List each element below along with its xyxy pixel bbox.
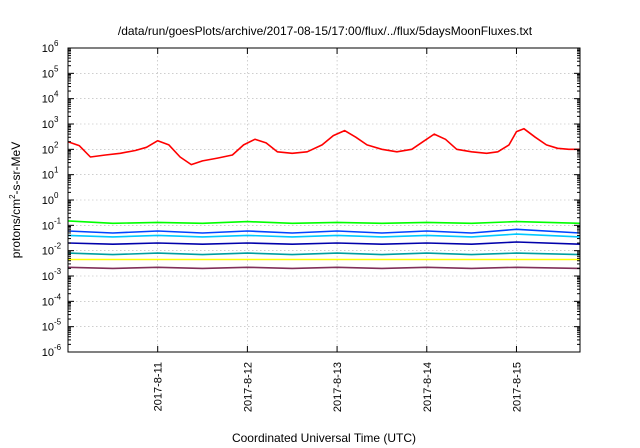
y-tick-label: 10-6	[42, 343, 62, 359]
grid	[68, 48, 580, 352]
y-tick-label: 10-1	[42, 216, 62, 232]
y-tick-exponent: 4	[54, 90, 59, 99]
y-tick-exponent: -3	[54, 267, 62, 276]
y-tick-base: 10	[42, 144, 54, 156]
series-line-4	[67, 228, 581, 234]
y-tick-exponent: 0	[54, 191, 59, 200]
y-tick-base: 10	[42, 94, 54, 106]
x-axis-title: Coordinated Universal Time (UTC)	[232, 431, 416, 445]
y-tick-base: 10	[42, 43, 54, 55]
tick-layer	[68, 47, 580, 353]
y-tick-base: 10	[42, 296, 54, 308]
y-tick-base: 10	[42, 119, 54, 131]
y-tick-base: 10	[42, 322, 54, 334]
series-line-2	[67, 220, 581, 225]
y-tick-exponent: 3	[54, 115, 59, 124]
y-tick-base: 10	[42, 347, 54, 359]
y-tick-exponent: -1	[54, 216, 62, 225]
y-tick-label: 102	[42, 140, 59, 156]
y-tick-exponent: 5	[54, 64, 59, 73]
y-tick-labels: 10-610-510-410-310-210-11001011021031041…	[42, 39, 62, 359]
y-tick-base: 10	[42, 220, 54, 232]
y-tick-exponent: 1	[54, 166, 59, 175]
y-tick-exponent: -5	[54, 318, 62, 327]
y-tick-label: 101	[42, 166, 59, 182]
x-tick-label: 2017-8-15	[511, 362, 523, 412]
series-line-8	[67, 266, 581, 270]
x-tick-label: 2017-8-11	[153, 362, 165, 411]
y-tick-label: 10-4	[42, 292, 62, 308]
y-axis-title-main: protons/cm	[9, 199, 23, 258]
y-tick-label: 106	[42, 39, 59, 55]
series-line-3	[67, 233, 581, 238]
y-tick-base: 10	[42, 246, 54, 258]
x-tick-label: 2017-8-12	[242, 362, 254, 412]
y-tick-label: 10-3	[42, 267, 62, 283]
y-tick-label: 104	[42, 90, 59, 106]
series-line-6	[67, 252, 581, 256]
series-line-1	[67, 127, 580, 166]
y-tick-base: 10	[42, 271, 54, 283]
y-tick-label: 103	[42, 115, 59, 131]
y-tick-label: 105	[42, 64, 59, 80]
x-tick-label: 2017-8-13	[332, 362, 344, 412]
y-tick-exponent: 2	[54, 140, 59, 149]
series-line-5	[67, 241, 581, 245]
y-axis-title-sup: 2	[8, 194, 17, 199]
y-tick-base: 10	[42, 68, 54, 80]
x-tick-label: 2017-8-14	[422, 362, 434, 412]
y-tick-label: 100	[42, 191, 59, 207]
y-tick-base: 10	[42, 195, 54, 207]
series-layer	[67, 127, 581, 270]
y-tick-base: 10	[42, 170, 54, 182]
chart-title: /data/run/goesPlots/archive/2017-08-15/1…	[118, 24, 533, 38]
x-tick-labels: 2017-8-11 2017-8-12 2017-8-13 2017-8-14 2017…	[153, 362, 524, 412]
y-tick-label: 10-2	[42, 242, 62, 258]
y-tick-exponent: 6	[54, 39, 59, 48]
y-tick-label: 10-5	[42, 318, 62, 334]
y-tick-exponent: -4	[54, 292, 62, 301]
y-axis-title-rest: -s-sr-MeV	[9, 142, 23, 195]
y-tick-exponent: -6	[54, 343, 62, 352]
y-axis-title: protons/cm2-s-sr-MeV	[8, 142, 23, 258]
y-tick-exponent: -2	[54, 242, 62, 251]
